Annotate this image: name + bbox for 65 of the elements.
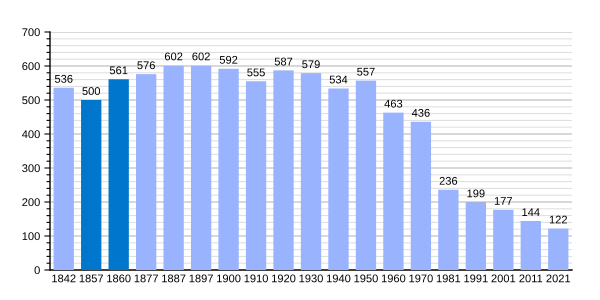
x-tick-label: 1857 bbox=[80, 274, 104, 282]
bar bbox=[383, 112, 404, 270]
data-label: 236 bbox=[440, 176, 458, 185]
data-label: 561 bbox=[110, 66, 128, 74]
x-tick-label: 1910 bbox=[244, 274, 268, 282]
x-tick-label: 1900 bbox=[217, 274, 241, 282]
data-label: 144 bbox=[522, 208, 540, 216]
data-label: 534 bbox=[330, 76, 348, 84]
x-tick-label: 1940 bbox=[326, 274, 350, 282]
x-tick-label: 2011 bbox=[519, 274, 542, 282]
x-tick-label: 2001 bbox=[492, 274, 516, 282]
x-tick-label: 1981 bbox=[436, 274, 460, 282]
x-tick-label: 1860 bbox=[107, 274, 131, 282]
data-label: 576 bbox=[137, 61, 155, 70]
bar bbox=[328, 88, 349, 270]
bar bbox=[410, 122, 432, 270]
y-tick-label: 600 bbox=[22, 62, 40, 70]
x-tick-label: 1877 bbox=[134, 274, 158, 282]
data-label: 579 bbox=[302, 60, 320, 68]
bar bbox=[493, 210, 514, 270]
y-tick-label: 0 bbox=[34, 266, 40, 274]
x-tick-label: 2021 bbox=[546, 274, 570, 282]
data-label: 436 bbox=[412, 108, 430, 117]
data-label: 557 bbox=[357, 68, 375, 76]
bar bbox=[136, 74, 156, 270]
x-tick-label: 1887 bbox=[162, 274, 186, 282]
bar bbox=[548, 228, 568, 270]
data-label: 463 bbox=[384, 100, 402, 108]
bar bbox=[108, 79, 129, 270]
y-tick-label: 500 bbox=[22, 96, 40, 104]
bar bbox=[520, 221, 541, 270]
data-label: 199 bbox=[467, 190, 485, 198]
x-tick-label: 1950 bbox=[354, 274, 378, 282]
data-label: 592 bbox=[220, 56, 238, 64]
y-tick-label: 300 bbox=[22, 164, 40, 172]
x-tick-label: 1897 bbox=[190, 274, 213, 282]
bar bbox=[273, 70, 294, 270]
x-tick-label: 1960 bbox=[382, 274, 406, 282]
data-label: 587 bbox=[274, 58, 292, 66]
bar bbox=[438, 190, 459, 270]
x-tick-label: 1842 bbox=[52, 274, 76, 282]
bar bbox=[300, 73, 322, 270]
data-label: 602 bbox=[164, 52, 182, 60]
data-label: 536 bbox=[54, 74, 73, 83]
bar bbox=[81, 100, 102, 270]
bar bbox=[218, 68, 239, 270]
data-label: 555 bbox=[247, 68, 265, 76]
x-tick-label: 1991 bbox=[464, 274, 488, 282]
y-tick-label: 200 bbox=[22, 198, 40, 206]
x-tick-label: 1930 bbox=[299, 274, 323, 282]
bar bbox=[163, 65, 184, 270]
bar bbox=[356, 80, 376, 270]
data-label: 122 bbox=[550, 216, 567, 224]
bar bbox=[54, 88, 74, 270]
x-tick-label: 1970 bbox=[409, 274, 433, 282]
bar bbox=[246, 81, 266, 270]
bar bbox=[466, 202, 486, 270]
y-tick-label: 400 bbox=[22, 130, 40, 138]
bar bbox=[190, 65, 212, 270]
y-tick-label: 700 bbox=[22, 28, 40, 36]
y-tick-label: 100 bbox=[22, 232, 40, 240]
data-label: 602 bbox=[192, 52, 210, 60]
x-tick-label: 1920 bbox=[272, 274, 296, 282]
data-label: 177 bbox=[494, 197, 512, 205]
data-label: 500 bbox=[82, 87, 100, 96]
